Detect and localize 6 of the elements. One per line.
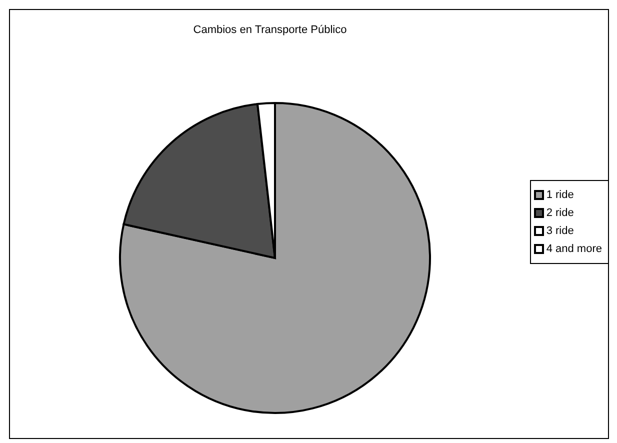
- legend-label: 3 ride: [546, 224, 574, 236]
- pie-slice: [119, 102, 431, 414]
- chart-title: Cambios en Transporte Público: [192, 24, 348, 36]
- legend-label: 1 ride: [546, 188, 574, 200]
- legend-label: 2 ride: [546, 206, 574, 218]
- legend-label: 4 and more: [546, 242, 602, 254]
